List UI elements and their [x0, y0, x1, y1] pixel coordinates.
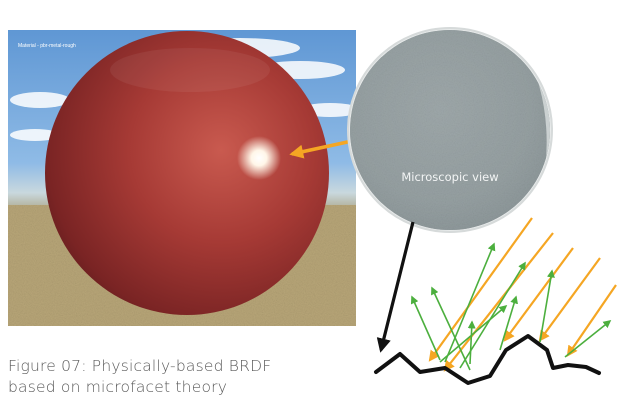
reflected-ray	[444, 242, 496, 363]
microfacet-surface-profile	[374, 334, 601, 385]
highlight-to-zoom-arrow	[289, 139, 353, 159]
magnifier: Microscopic view	[347, 27, 553, 233]
red-sphere	[45, 31, 329, 315]
incident-ray	[503, 247, 574, 342]
material-label: Material - pbr-metal-rough	[18, 43, 76, 49]
reflected-ray	[459, 261, 526, 369]
incident-ray	[566, 284, 617, 357]
render-panel: Material - pbr-metal-rough	[8, 30, 360, 326]
microscopic-view-label: Microscopic view	[401, 170, 498, 184]
incident-rays	[428, 217, 617, 372]
reflected-ray	[410, 295, 441, 361]
reflected-ray	[439, 304, 508, 363]
specular-highlight	[237, 136, 281, 180]
zoom-to-surface-arrow	[376, 221, 415, 353]
reflected-ray	[499, 295, 518, 351]
figure-caption: Figure 07: Physically-based BRDF based o…	[8, 356, 308, 398]
incident-ray	[428, 217, 533, 362]
reflected-rays	[410, 242, 612, 371]
sphere-rim-highlight	[110, 48, 270, 92]
caption-line-1: Figure 07: Physically-based BRDF	[8, 357, 272, 375]
reflected-ray	[467, 320, 476, 365]
caption-line-2: based on microfacet theory	[8, 378, 228, 396]
reflected-ray	[431, 286, 471, 371]
reflected-ray	[539, 269, 555, 343]
incident-ray	[538, 257, 601, 342]
incident-ray	[443, 232, 554, 372]
reflected-ray	[564, 320, 612, 358]
